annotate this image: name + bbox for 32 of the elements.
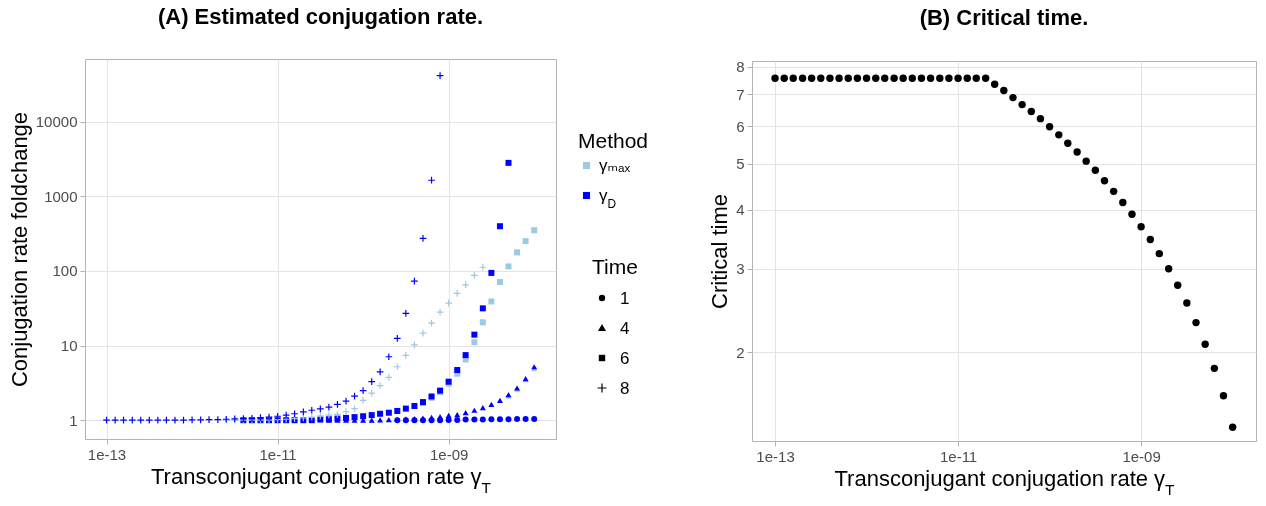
text: 1: [620, 289, 630, 308]
legend-label: γₘₐₓ: [599, 155, 631, 175]
y-tick-label: 1000: [44, 187, 78, 205]
text: 8: [620, 379, 630, 398]
text: 6: [620, 349, 630, 368]
text: 4: [620, 319, 630, 338]
x-axis-title: Transconjugant conjugation rate γ$_{T}$: [150, 463, 492, 495]
y-tick-label: 10000: [35, 113, 78, 131]
y-axis-title: Conjugation rate foldchange: [6, 111, 32, 388]
y-tick-label: 3: [736, 260, 745, 278]
y-tick-label: 10: [60, 337, 78, 355]
y-tick-label: 6: [736, 117, 745, 135]
text: Time: [592, 255, 638, 278]
y-tick-label: 7: [736, 85, 745, 103]
legend-label: γ$_{D}$: [599, 185, 617, 211]
chart-title: (A) Estimated conjugation rate.: [157, 4, 484, 29]
x-tick-label: 1e-09: [1122, 447, 1161, 465]
chart-title: (B) Critical time.: [919, 4, 1089, 30]
x-axis-title: Transconjugant conjugation rate γ$_{T}$: [834, 465, 1176, 497]
y-tick-label: 1: [69, 411, 78, 429]
x-tick-label: 1e-13: [87, 445, 127, 463]
y-tick-label: 100: [52, 262, 78, 280]
y-tick-label: 2: [736, 343, 745, 361]
y-tick-label: 5: [736, 155, 745, 173]
y-axis-title: Critical time: [707, 194, 733, 309]
x-tick-label: 1e-11: [939, 447, 978, 465]
y-tick-label: 4: [736, 201, 745, 219]
x-tick-label: 1e-11: [259, 445, 297, 463]
y-tick-label: 8: [736, 58, 745, 76]
x-tick-label: 1e-13: [756, 447, 795, 465]
x-tick-label: 1e-09: [429, 445, 469, 463]
legend-title: Method: [578, 129, 649, 152]
